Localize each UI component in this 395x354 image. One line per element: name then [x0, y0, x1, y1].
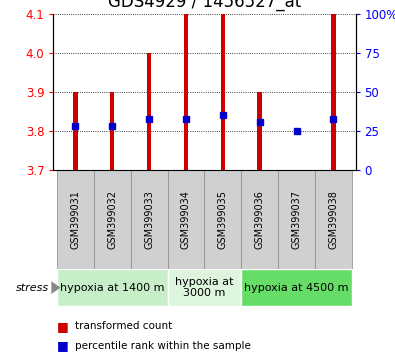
Bar: [131, 170, 167, 269]
Bar: [278, 170, 315, 269]
Text: ■: ■: [57, 339, 69, 352]
Bar: [241, 269, 352, 306]
Text: GSM399037: GSM399037: [292, 190, 301, 249]
Bar: [94, 170, 131, 269]
Bar: [147, 53, 151, 170]
Text: transformed count: transformed count: [75, 321, 172, 331]
Bar: [167, 269, 241, 306]
Text: hypoxia at 4500 m: hypoxia at 4500 m: [244, 282, 349, 293]
Bar: [221, 14, 225, 170]
Text: GSM399033: GSM399033: [144, 190, 154, 249]
Title: GDS4929 / 1456527_at: GDS4929 / 1456527_at: [108, 0, 301, 11]
Bar: [241, 170, 278, 269]
Bar: [73, 92, 78, 170]
Bar: [258, 92, 262, 170]
Text: GSM399034: GSM399034: [181, 190, 191, 249]
Text: GSM399035: GSM399035: [218, 190, 228, 249]
Bar: [57, 170, 94, 269]
Bar: [205, 170, 241, 269]
Text: stress: stress: [16, 282, 49, 293]
Bar: [110, 92, 115, 170]
Text: GSM399032: GSM399032: [107, 190, 117, 249]
Text: GSM399036: GSM399036: [255, 190, 265, 249]
Text: hypoxia at
3000 m: hypoxia at 3000 m: [175, 277, 234, 298]
Text: GSM399038: GSM399038: [328, 190, 339, 249]
Text: GSM399031: GSM399031: [70, 190, 81, 249]
Text: hypoxia at 1400 m: hypoxia at 1400 m: [60, 282, 165, 293]
Bar: [167, 170, 205, 269]
Bar: [184, 14, 188, 170]
Bar: [315, 170, 352, 269]
Bar: [331, 14, 336, 170]
Text: percentile rank within the sample: percentile rank within the sample: [75, 341, 251, 350]
Bar: [57, 269, 167, 306]
Text: ■: ■: [57, 320, 69, 333]
